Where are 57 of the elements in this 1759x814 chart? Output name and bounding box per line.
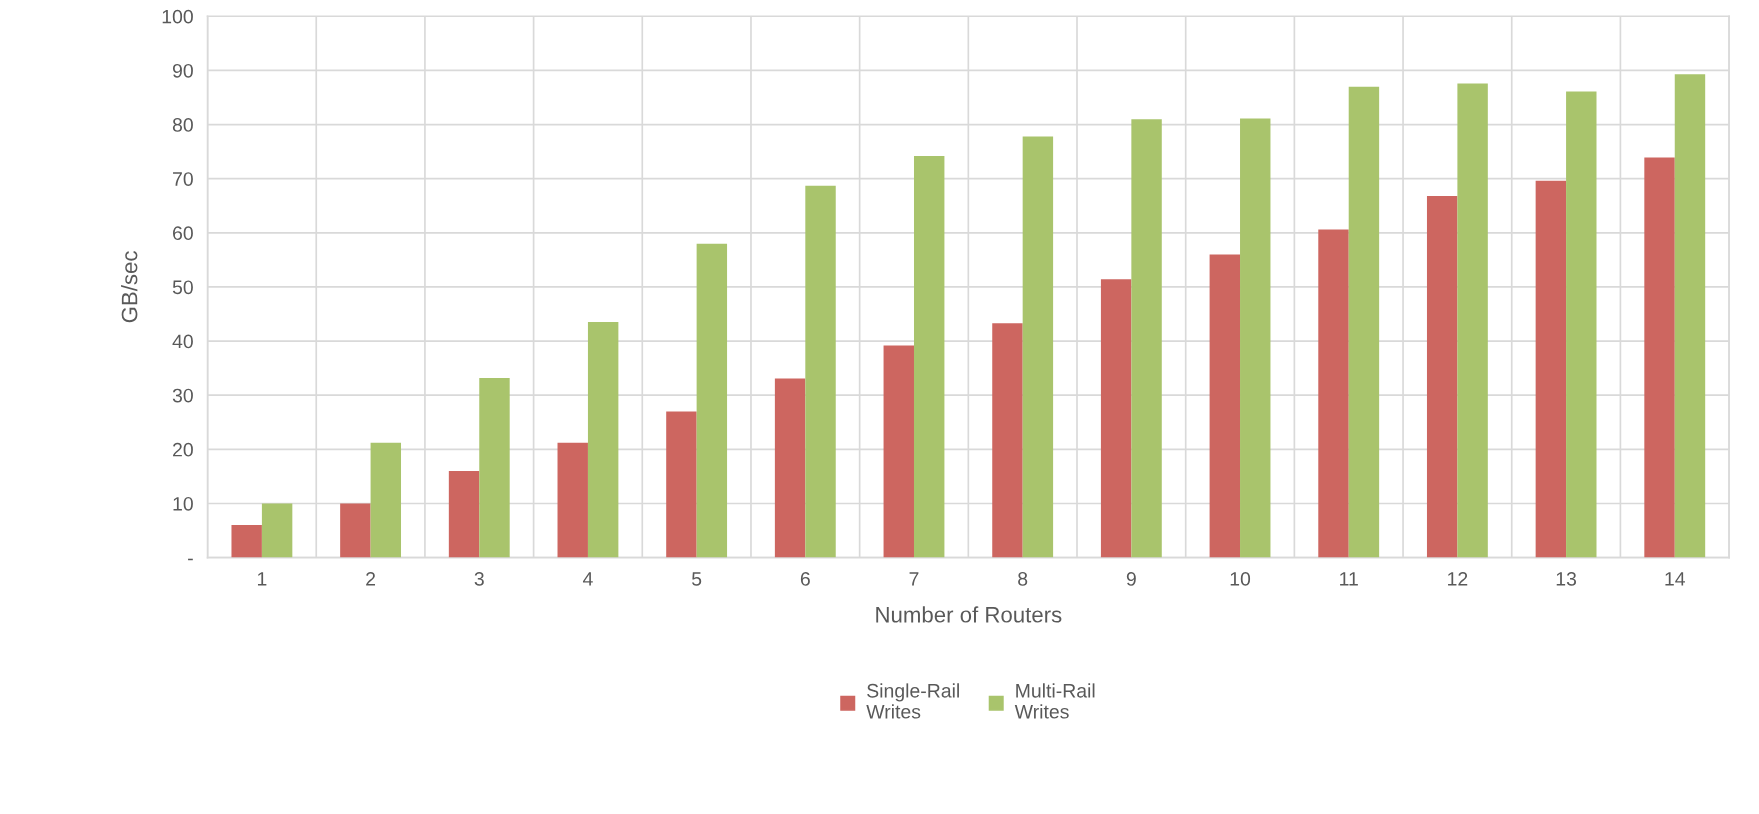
- bar: [1131, 119, 1162, 558]
- bar: [370, 442, 402, 558]
- y-tick-label: 30: [172, 388, 193, 403]
- x-tick-label: 14: [1665, 572, 1685, 586]
- x-axis-title: Number of Routers: [876, 606, 1062, 623]
- y-tick-label: 70: [173, 172, 193, 186]
- bar: [448, 470, 480, 558]
- y-axis-title: GB/sec: [121, 251, 138, 323]
- x-tick-label: 1: [257, 572, 267, 586]
- x-tick-label: 10: [1230, 571, 1251, 586]
- x-tick-label: 8: [1018, 571, 1028, 586]
- bar: [1674, 74, 1706, 558]
- y-tick-label: 10: [173, 496, 193, 511]
- bar: [1022, 136, 1054, 558]
- bar: [231, 525, 262, 558]
- bar: [1100, 279, 1132, 558]
- x-tick-label: 2: [366, 571, 376, 586]
- bar: [587, 322, 619, 558]
- bar: [805, 185, 836, 558]
- y-tick-label: 50: [172, 280, 193, 295]
- legend-label: Multi-Rail Writes: [1014, 683, 1095, 719]
- y-tick-label: 90: [172, 63, 193, 78]
- bar: [913, 155, 945, 558]
- y-tick-label: 100: [162, 9, 193, 24]
- bar: [774, 378, 806, 558]
- bar: [883, 345, 914, 558]
- y-tick-label: 60: [173, 226, 193, 241]
- x-tick-label: 7: [909, 572, 919, 586]
- y-tick-label: 80: [172, 118, 193, 132]
- bar: [479, 377, 510, 558]
- bar: [1348, 86, 1380, 558]
- bar: [1566, 91, 1597, 558]
- bar: [992, 323, 1023, 558]
- y-tick-label: 20: [173, 442, 193, 457]
- bar: [340, 503, 371, 558]
- bar: [1209, 254, 1241, 558]
- x-tick-label: 11: [1340, 572, 1358, 586]
- x-tick-label: 12: [1448, 571, 1468, 586]
- x-tick-label: 4: [582, 572, 593, 586]
- bar: [1318, 229, 1349, 558]
- x-tick-label: 5: [692, 572, 702, 586]
- x-tick-label: 13: [1556, 571, 1577, 586]
- bar: [1426, 195, 1458, 558]
- bar: [1457, 83, 1488, 558]
- bar: [1240, 118, 1271, 558]
- bar: [1644, 157, 1675, 558]
- x-tick-label: 9: [1126, 571, 1136, 586]
- legend-label: Single-Rail Writes: [866, 683, 959, 719]
- y-tick-label: 40: [172, 334, 193, 349]
- x-tick-label: 6: [800, 571, 810, 586]
- bar: [557, 442, 588, 558]
- bar: [261, 503, 293, 558]
- bar: [696, 243, 728, 558]
- x-tick-label: 3: [474, 571, 484, 586]
- bar: [666, 411, 697, 558]
- bar: [1535, 180, 1567, 558]
- y-tick-label: -: [188, 558, 193, 561]
